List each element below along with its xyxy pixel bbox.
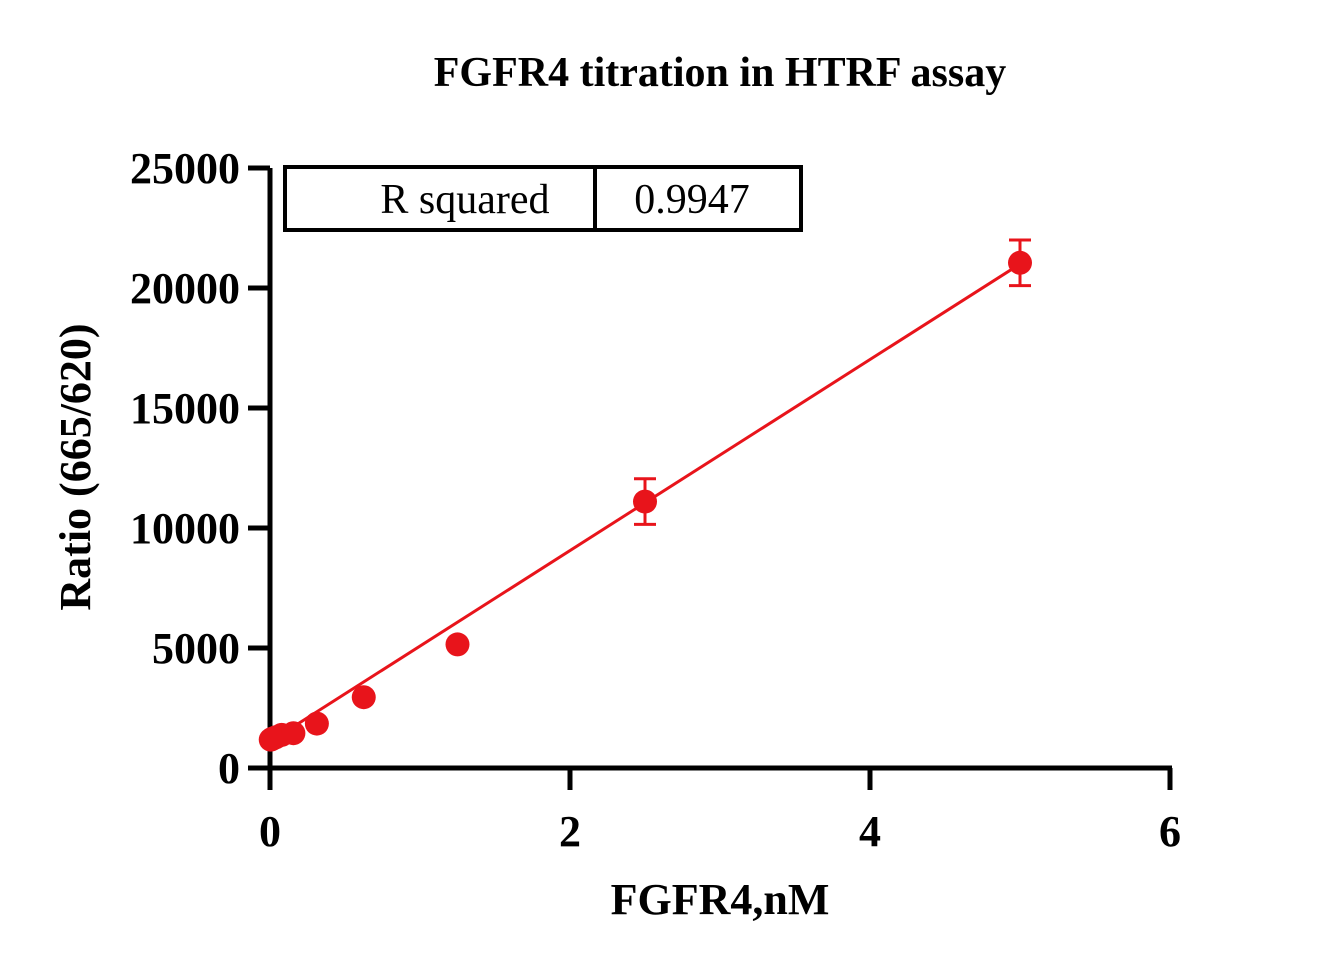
data-point <box>445 632 470 657</box>
r-squared-table: R squared 0.9947 <box>283 165 803 232</box>
chart-title: FGFR4 titration in HTRF assay <box>434 50 1006 96</box>
r-squared-table-border <box>283 165 803 232</box>
x-axis-label: FGFR4,nM <box>611 875 830 924</box>
y-tick-label: 10000 <box>130 504 240 553</box>
y-tick-label: 25000 <box>130 144 240 193</box>
y-tick-label: 5000 <box>152 624 240 673</box>
r-squared-label: R squared <box>380 177 549 223</box>
x-tick-label: 2 <box>559 807 581 856</box>
data-point <box>1008 250 1032 275</box>
y-tick-label: 20000 <box>130 264 240 313</box>
data-point <box>351 685 376 710</box>
plot-marks <box>258 238 1032 752</box>
y-axis-label: Ratio (665/620) <box>51 323 100 610</box>
data-point <box>304 711 329 736</box>
y-tick-label: 0 <box>218 744 240 793</box>
axes: 0 5000 10000 15000 20000 25000 0 2 4 6 <box>130 144 1181 856</box>
x-tick-label: 0 <box>259 807 281 856</box>
x-tick-label: 4 <box>859 807 881 856</box>
y-tick-label: 15000 <box>130 384 240 433</box>
r-squared-value: 0.9947 <box>634 177 750 223</box>
data-point <box>281 721 306 746</box>
x-tick-label: 6 <box>1159 807 1181 856</box>
data-point <box>633 489 657 514</box>
